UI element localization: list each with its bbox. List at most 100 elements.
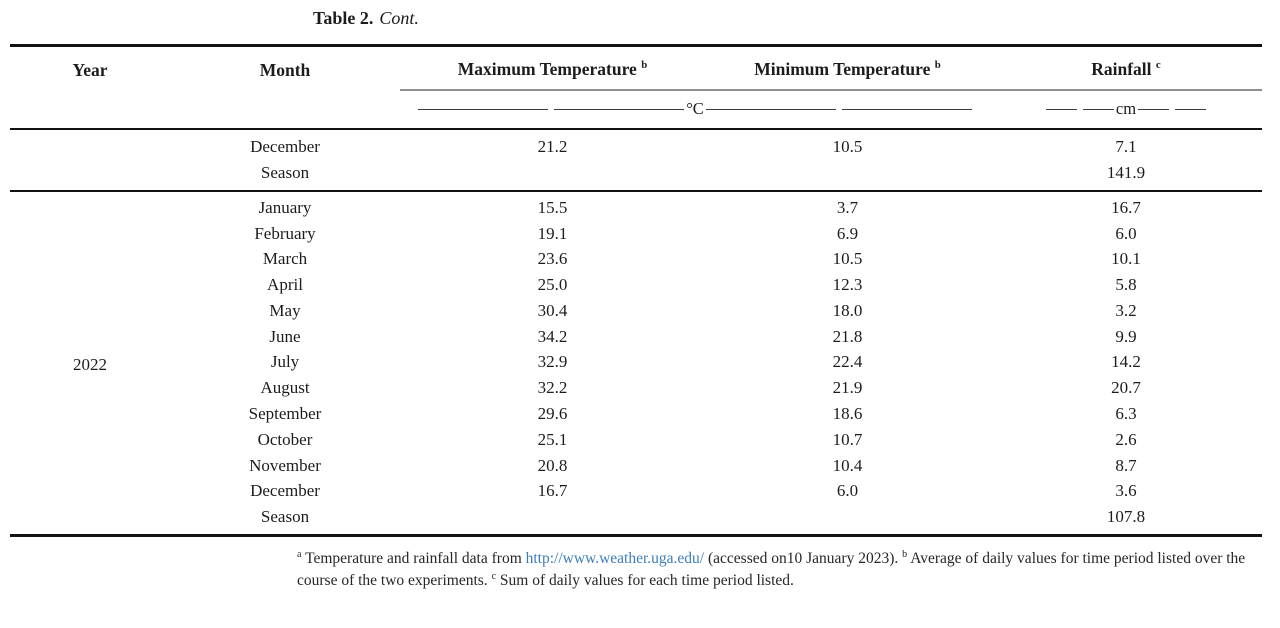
col-header-month: Month [259, 59, 311, 80]
min-temp-cell: 21.8 [832, 326, 863, 346]
footnote-marker-b: b [934, 59, 941, 72]
min-temp-cell: 10.7 [832, 429, 863, 449]
table-header: Year Month Maximum Temperature b Minimum… [10, 45, 1262, 130]
max-temp-cell: 32.2 [537, 378, 568, 398]
unit-celsius: °C [400, 90, 990, 130]
min-temp-cell: 12.3 [832, 275, 863, 295]
unit-rule-line [1082, 108, 1114, 110]
unit-rule-line [705, 108, 836, 110]
month-cell: May [269, 300, 301, 320]
max-temp-cell: 19.1 [537, 223, 568, 243]
unit-rule-line [1046, 108, 1077, 110]
max-temp-cell: 16.7 [537, 481, 568, 501]
footnote-text-4: Sum of daily values for each time period… [499, 572, 794, 590]
footnote-marker-b: b [902, 549, 908, 560]
footnote-text-2: (accessed on10 January 2023). [708, 550, 899, 568]
unit-empty-month [170, 90, 400, 130]
footnote-marker-c: c [1155, 59, 1161, 72]
unit-celsius-label: °C [686, 99, 704, 118]
month-cell: February [254, 223, 316, 243]
month-cell: January [258, 197, 312, 217]
table-row: July 32.9 22.4 14.2 [10, 349, 1262, 375]
max-temp-cell: 23.6 [537, 249, 568, 269]
table-row: February 19.1 6.9 6.0 [10, 220, 1262, 246]
min-temp-cell: 6.9 [836, 223, 859, 243]
rainfall-cell: 5.8 [1115, 275, 1137, 295]
table-row: September 29.6 18.6 6.3 [10, 401, 1262, 427]
rainfall-cell: 10.1 [1111, 249, 1141, 269]
max-temp-cell: 30.4 [537, 300, 568, 320]
max-temp-cell: 25.0 [537, 275, 568, 295]
min-temp-cell [705, 159, 990, 190]
max-temp-cell: 15.5 [537, 197, 568, 217]
min-temp-cell: 10.5 [832, 137, 863, 156]
footnote-text-3: Average of daily values for time period … [297, 550, 1246, 590]
rainfall-cell: 3.6 [1115, 481, 1137, 501]
rainfall-cell: 6.0 [1115, 223, 1137, 243]
header-unit-row: °C cm [10, 90, 1262, 130]
rainfall-cell: 6.3 [1115, 404, 1137, 424]
table-row: May 30.4 18.0 3.2 [10, 298, 1262, 324]
rainfall-cell: 14.2 [1111, 352, 1141, 372]
rainfall-cell: 3.2 [1115, 300, 1137, 320]
min-temp-cell: 18.6 [832, 404, 863, 424]
unit-cm: cm [990, 90, 1262, 130]
rainfall-cell: 20.7 [1111, 378, 1141, 398]
footnote-marker-b: b [641, 59, 648, 72]
month-cell: October [257, 429, 313, 449]
min-temp-cell: 22.4 [832, 352, 863, 372]
month-cell: July [270, 352, 300, 372]
table-row: 2022 January 15.5 3.7 16.7 [10, 191, 1262, 374]
min-temp-cell: 10.5 [832, 249, 863, 269]
unit-rule-line [418, 108, 549, 110]
min-temp-cell: 18.0 [832, 300, 863, 320]
month-cell: March [262, 249, 308, 269]
max-temp-cell: 32.9 [537, 352, 568, 372]
month-cell: August [260, 378, 310, 398]
weather-data-table: Year Month Maximum Temperature b Minimum… [10, 44, 1262, 538]
rainfall-cell: 7.1 [1115, 137, 1137, 156]
rainfall-cell: 9.9 [1115, 326, 1137, 346]
weather-data-link[interactable]: http://www.weather.uga.edu/ [525, 550, 705, 568]
col-header-min-temp: Minimum Temperature b [705, 45, 990, 91]
table-section-2022: 2022 January 15.5 3.7 16.7 February 19.1… [10, 191, 1262, 536]
unit-cm-label: cm [1115, 99, 1137, 118]
table-caption: Table 2. Cont. [313, 8, 419, 29]
rainfall-cell: 2.6 [1115, 429, 1137, 449]
footnote-marker-c: c [491, 571, 497, 583]
min-temp-cell [705, 504, 990, 536]
table-row: June 34.2 21.8 9.9 [10, 323, 1262, 349]
max-temp-cell: 21.2 [537, 137, 568, 156]
table-section-prev-year: December 21.2 10.5 7.1 Season 141.9 [10, 129, 1262, 191]
table-row: Season 107.8 [10, 504, 1262, 536]
month-cell: December [250, 481, 320, 501]
table-row: April 25.0 12.3 5.8 [10, 272, 1262, 298]
table-caption-cont: Cont. [379, 8, 419, 28]
month-cell: December [250, 137, 320, 156]
min-temp-cell: 10.4 [832, 455, 863, 475]
min-temp-cell: 21.9 [832, 378, 863, 398]
year-cell: 2022 [73, 354, 107, 374]
table-row: October 25.1 10.7 2.6 [10, 426, 1262, 452]
table-row: August 32.2 21.9 20.7 [10, 375, 1262, 401]
rainfall-cell: 107.8 [1106, 507, 1146, 527]
unit-empty-year [10, 90, 170, 130]
month-cell: Season [260, 507, 310, 527]
max-temp-cell: 29.6 [537, 404, 568, 424]
year-cell [10, 129, 170, 191]
month-cell: September [248, 404, 322, 424]
max-temp-cell [400, 504, 705, 536]
footnote-text-1: Temperature and rainfall data from [305, 550, 522, 568]
table-row: November 20.8 10.4 8.7 [10, 452, 1262, 478]
month-cell: April [267, 275, 303, 295]
table-row: December 21.2 10.5 7.1 [10, 129, 1262, 159]
table-row: Season 141.9 [10, 159, 1262, 190]
table-row: March 23.6 10.5 10.1 [10, 246, 1262, 272]
month-cell: June [269, 326, 301, 346]
table-footnote: a Temperature and rainfall data from htt… [297, 548, 1265, 592]
max-temp-cell: 20.8 [537, 455, 568, 475]
max-temp-cell [400, 159, 705, 190]
rainfall-cell: 8.7 [1115, 455, 1137, 475]
unit-rule-line [841, 108, 972, 110]
